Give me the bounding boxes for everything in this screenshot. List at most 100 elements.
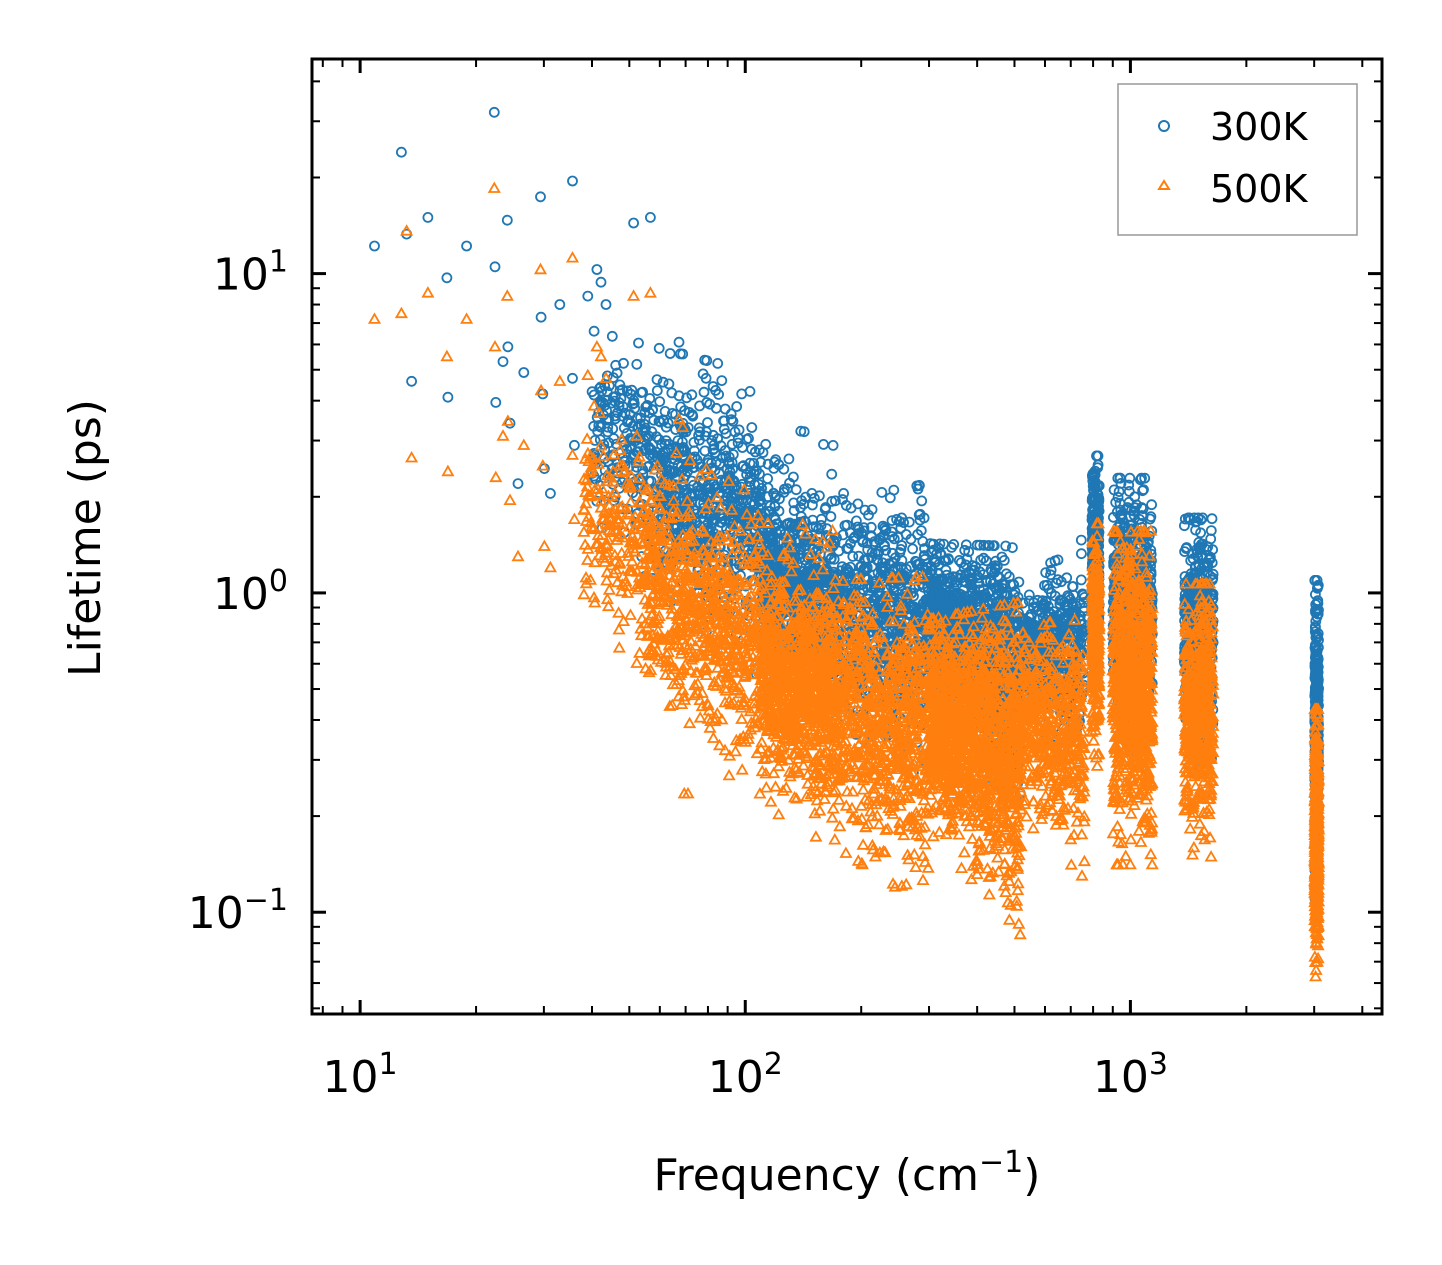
data-point-300K-759: [724, 466, 736, 477]
data-point-300K-750: [686, 475, 697, 487]
data-point-300K-1016: [743, 432, 754, 444]
data-point-300K-999: [762, 458, 774, 470]
data-point-300K-240: [737, 442, 748, 453]
data-point-300K-96: [612, 407, 623, 419]
data-point-300K-836: [781, 483, 793, 495]
data-point-300K-800: [677, 441, 689, 453]
data-point-300K-985: [778, 463, 790, 475]
data-point-300K-519: [718, 423, 730, 435]
data-point-300K-460: [653, 342, 665, 354]
data-point-300K-466: [615, 393, 627, 404]
data-point-300K-826: [676, 460, 687, 472]
data-point-300K-875: [796, 495, 807, 507]
data-point-300K-498: [708, 439, 720, 451]
data-point-300K-384: [594, 434, 606, 446]
data-point-300K-784: [692, 481, 703, 493]
data-point-300K-391: [594, 382, 605, 394]
data-point-300K-481: [625, 388, 637, 400]
data-point-300K-760: [770, 490, 782, 502]
data-point-300K-595: [783, 453, 795, 465]
data-point-300K-892: [693, 429, 704, 441]
data-point-300K-315: [610, 359, 622, 371]
data-point-300K-284: [725, 408, 737, 420]
data-point-300K-291: [633, 337, 644, 349]
data-point-300K-500: [726, 414, 737, 426]
data-point-300K-509: [654, 396, 666, 408]
data-point-300K-841: [671, 521, 683, 532]
data-point-300K-76: [602, 426, 614, 438]
data-point-300K-953: [655, 452, 667, 464]
data-point-300K-32: [657, 376, 669, 388]
data-point-300K-79: [712, 357, 724, 369]
data-point-300K-406: [664, 348, 676, 359]
data-point-300K-196: [755, 456, 766, 468]
data-point-300K-233: [681, 392, 692, 404]
data-point-300K-673: [756, 482, 767, 494]
data-point-300K-479: [628, 397, 640, 409]
data-point-300K-579: [749, 446, 761, 458]
data-point-300K-155: [611, 367, 623, 379]
data-point-300K-555: [748, 457, 760, 469]
data-point-300K-504: [679, 405, 690, 417]
data-point-300K-978: [743, 506, 754, 517]
data-point-300K-774: [732, 432, 744, 444]
data-point-300K-483: [699, 354, 711, 366]
data-point-300K-379: [651, 374, 663, 386]
data-point-300K-269: [713, 388, 724, 400]
data-point-300K-813: [658, 414, 669, 426]
data-point-300K-512: [733, 424, 745, 436]
data-point-300K-490: [644, 393, 656, 404]
data-point-300K-260: [715, 440, 727, 452]
data-point-300K-518: [738, 460, 749, 472]
data-point-300K-337: [631, 461, 642, 473]
data-point-300K-655: [826, 468, 838, 480]
data-point-300K-935: [702, 417, 713, 428]
data-point-300K-331: [707, 381, 719, 392]
data-point-300K-476: [619, 407, 631, 419]
data-point-300K-921: [669, 454, 681, 466]
data-point-300K-341: [635, 412, 646, 424]
data-point-300K-491: [744, 476, 755, 488]
data-point-300K-92: [606, 330, 618, 342]
data-point-300K-372: [629, 402, 641, 414]
data-point-300K-367: [634, 418, 646, 430]
data-point-300K-275: [647, 404, 658, 415]
data-point-300K-1027: [788, 471, 799, 483]
data-point-300K-827: [662, 443, 674, 455]
data-point-300K-1035: [740, 463, 752, 475]
data-point-300K-451: [746, 422, 758, 433]
data-point-300K-986: [788, 505, 800, 516]
data-point-300K-494: [699, 445, 711, 457]
data-point-300K-513: [640, 401, 652, 413]
data-point-300K-946: [727, 463, 738, 475]
data-point-300K-767: [825, 511, 837, 522]
data-point-300K-468: [687, 410, 699, 422]
data-point-300K-837: [744, 472, 756, 483]
data-point-300K-864: [806, 487, 818, 499]
data-point-300K-359: [614, 379, 626, 391]
data-point-300K-424: [618, 422, 630, 434]
data-point-300K-320: [642, 461, 653, 473]
data-point-300K-221: [694, 400, 705, 412]
data-point-300K-426: [698, 386, 710, 398]
data-point-300K-980: [760, 438, 772, 450]
data-point-300K-382: [637, 386, 648, 398]
data-point-300K-489: [602, 421, 614, 433]
data-point-300K-102: [601, 370, 613, 382]
data-point-300K-153: [716, 375, 728, 387]
data-point-300K-991: [720, 450, 732, 462]
data-point-300K-281: [707, 429, 719, 441]
data-point-300K-1023: [726, 492, 737, 504]
data-point-300K-495: [624, 432, 636, 444]
data-point-300K-336: [686, 389, 698, 401]
data-point-300K-418: [673, 390, 685, 402]
data-point-300K-981: [697, 489, 709, 501]
data-point-300K-554: [726, 438, 738, 450]
data-point-300K-369: [713, 468, 725, 480]
data-point-300K-1003: [820, 502, 832, 513]
data-point-300K-297: [646, 426, 658, 438]
data-point-300K-945: [818, 438, 829, 450]
data-point-300K-312: [731, 401, 743, 412]
data-point-300K-1029: [755, 495, 766, 506]
